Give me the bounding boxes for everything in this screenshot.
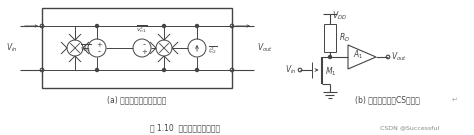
Text: (b) 带后端放大的CS放大器: (b) 带后端放大的CS放大器 xyxy=(355,95,420,104)
Text: $A_1$: $A_1$ xyxy=(353,49,363,61)
Circle shape xyxy=(328,55,331,58)
Text: CSDN @Successful: CSDN @Successful xyxy=(381,126,439,131)
Circle shape xyxy=(95,24,99,28)
Text: $M_1$: $M_1$ xyxy=(325,66,337,78)
Text: (a) 内含噪声的双端口网络: (a) 内含噪声的双端口网络 xyxy=(107,95,167,104)
Text: $V_{out}$: $V_{out}$ xyxy=(391,51,407,63)
Text: $V_{DD}$: $V_{DD}$ xyxy=(332,10,347,23)
Text: $R_D$: $R_D$ xyxy=(339,32,350,44)
Text: -: - xyxy=(143,40,146,50)
Circle shape xyxy=(195,68,199,72)
Text: -: - xyxy=(98,48,100,57)
Circle shape xyxy=(163,68,165,72)
Text: +: + xyxy=(141,49,147,55)
Text: $\overline{v_{n3}^2}$: $\overline{v_{n3}^2}$ xyxy=(80,42,91,54)
Text: $\overline{v_{n1}^2}$: $\overline{v_{n1}^2}$ xyxy=(137,23,148,35)
Text: $\overline{i_{n2}^2}$: $\overline{i_{n2}^2}$ xyxy=(208,44,218,56)
Bar xyxy=(324,24,336,52)
Circle shape xyxy=(163,24,165,28)
Circle shape xyxy=(195,24,199,28)
Circle shape xyxy=(95,68,99,72)
Bar xyxy=(42,8,232,88)
Text: +: + xyxy=(96,42,102,48)
Text: $V_{in}$: $V_{in}$ xyxy=(285,64,297,76)
Text: ↵: ↵ xyxy=(452,97,458,103)
Text: $V_{out}$: $V_{out}$ xyxy=(257,42,273,54)
Text: 图 1.10  常见含噪声网络模型: 图 1.10 常见含噪声网络模型 xyxy=(150,124,220,132)
Text: $V_{in}$: $V_{in}$ xyxy=(6,42,18,54)
